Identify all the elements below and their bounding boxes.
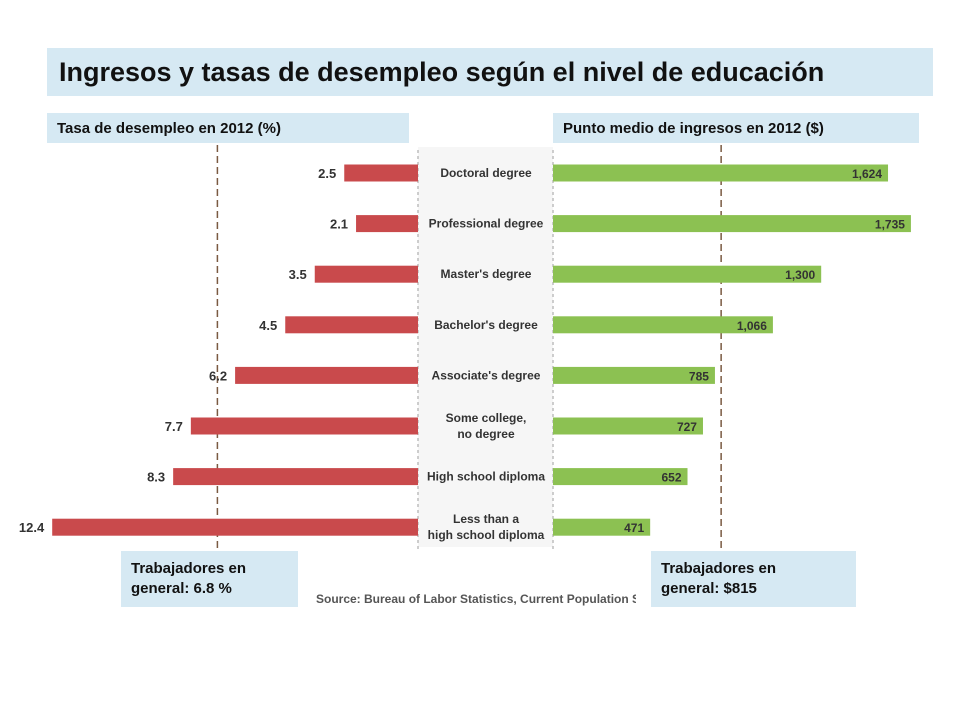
earnings-value-label: 1,066 [737, 319, 767, 333]
unemployment-value-label: 3.5 [289, 267, 307, 282]
unemployment-bar [52, 518, 418, 536]
category-label: Associate's degree [432, 368, 541, 382]
earnings-bar [553, 417, 703, 435]
unemployment-bar [235, 366, 418, 384]
earnings-value-label: 652 [661, 471, 681, 485]
earnings-bar [553, 164, 889, 182]
unemployment-bar [356, 215, 418, 233]
unemployment-value-label: 6.2 [209, 368, 227, 383]
unemployment-bar [190, 417, 418, 435]
earnings-bar [553, 215, 911, 233]
category-label: Bachelor's degree [434, 318, 538, 332]
unemployment-value-label: 12.4 [19, 520, 45, 535]
overall-earnings-note: Trabajadores en general: $815 [651, 551, 856, 607]
earnings-header: Punto medio de ingresos en 2012 ($) [553, 113, 919, 143]
category-label: Master's degree [441, 267, 532, 281]
category-column [418, 147, 553, 547]
earnings-value-label: 1,735 [875, 218, 905, 232]
unemployment-value-label: 2.5 [318, 166, 336, 181]
unemployment-header: Tasa de desempleo en 2012 (%) [47, 113, 409, 143]
overall-unemployment-note: Trabajadores en general: 6.8 % [121, 551, 298, 607]
unemployment-value-label: 2.1 [330, 217, 348, 232]
earnings-bar [553, 468, 688, 486]
earnings-value-label: 727 [677, 420, 697, 434]
category-label: Doctoral degree [440, 166, 532, 180]
category-label: Professional degree [429, 217, 544, 231]
category-label: Less than a high school diploma [428, 512, 545, 542]
category-label: Some college, no degree [446, 411, 527, 441]
earnings-value-label: 471 [624, 521, 644, 535]
unemployment-bar [344, 164, 418, 182]
unemployment-value-label: 8.3 [147, 470, 165, 485]
unemployment-bar [314, 265, 418, 283]
page-title: Ingresos y tasas de desempleo según el n… [47, 48, 933, 96]
earnings-value-label: 1,624 [852, 167, 882, 181]
category-label: High school diploma [427, 470, 545, 484]
unemployment-bar [285, 316, 418, 334]
earnings-value-label: 1,300 [785, 268, 815, 282]
unemployment-value-label: 4.5 [259, 318, 277, 333]
unemployment-value-label: 7.7 [165, 419, 183, 434]
earnings-bar [553, 366, 715, 384]
earnings-bar [553, 265, 822, 283]
unemployment-bar [173, 468, 418, 486]
earnings-value-label: 785 [689, 369, 709, 383]
source-note: Source: Bureau of Labor Statistics, Curr… [316, 592, 636, 606]
earnings-bar [553, 518, 651, 536]
earnings-bar [553, 316, 773, 334]
